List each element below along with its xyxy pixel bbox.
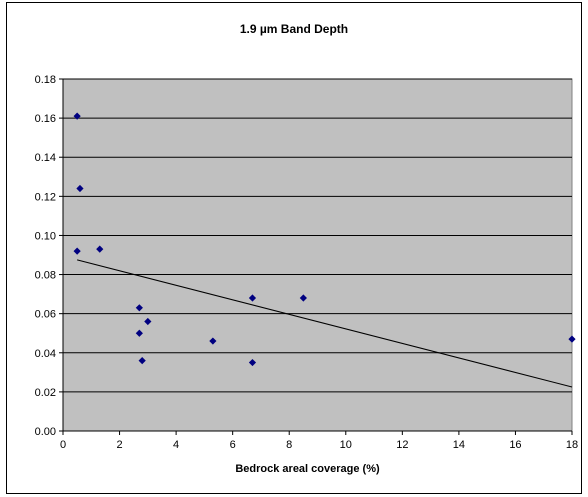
- x-tick-label: 14: [453, 439, 465, 451]
- data-point: [135, 304, 143, 312]
- x-tick-label: 8: [286, 439, 292, 451]
- x-tick-label: 12: [396, 439, 408, 451]
- x-tick-label: 0: [60, 439, 66, 451]
- y-tick-label: 0.18: [35, 74, 56, 86]
- data-point: [96, 245, 104, 253]
- x-tick-label: 4: [173, 439, 179, 451]
- x-tick-label: 2: [116, 439, 122, 451]
- x-tick-label: 6: [230, 439, 236, 451]
- data-points: [73, 112, 576, 367]
- data-point: [138, 357, 146, 365]
- data-point: [248, 358, 257, 367]
- data-point: [568, 335, 576, 343]
- y-tick-label: 0.08: [35, 270, 56, 282]
- y-axis-ticks: 0.00 0.02 0.04 0.06 0.08 0.10 0.12 0.14 0.16 0.18: [35, 74, 64, 438]
- y-tick-label: 0.02: [35, 387, 56, 399]
- data-point: [209, 337, 217, 345]
- y-tick-label: 0.00: [35, 426, 56, 438]
- chart-title: 1.9 µm Band Depth: [240, 22, 348, 36]
- data-point: [73, 247, 81, 255]
- data-point: [73, 112, 81, 120]
- x-tick-label: 18: [566, 439, 578, 451]
- y-tick-label: 0.14: [35, 152, 56, 164]
- y-tick-label: 0.04: [35, 348, 56, 360]
- trendline-group: [77, 259, 573, 388]
- x-axis-label: Bedrock areal coverage (%): [235, 463, 380, 475]
- data-point: [299, 294, 307, 302]
- x-tick-label: 10: [340, 439, 352, 451]
- x-axis-ticks: 0 2 4 6 8 10 12 14 16 18: [60, 430, 578, 451]
- trendline: [77, 259, 573, 388]
- data-point: [76, 184, 84, 193]
- y-tick-label: 0.10: [35, 230, 56, 242]
- y-tick-label: 0.12: [35, 191, 56, 203]
- x-tick-label: 16: [509, 439, 521, 451]
- y-tick-label: 0.06: [35, 309, 56, 321]
- plot-area: [62, 78, 573, 432]
- data-point: [248, 294, 257, 302]
- data-point: [135, 329, 143, 337]
- y-tick-label: 0.16: [35, 113, 56, 125]
- data-point: [144, 317, 152, 326]
